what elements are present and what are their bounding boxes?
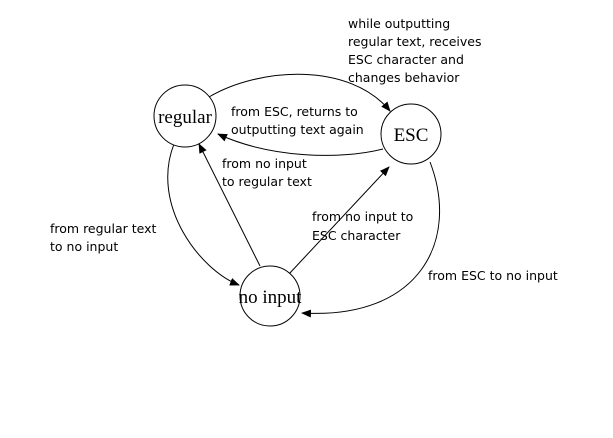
label-no-input-to-regular-line: from no input	[222, 156, 307, 171]
edge-no-input-to-esc	[288, 166, 390, 275]
label-no-input-to-esc-line: from no input to	[312, 209, 413, 224]
edge-no-input-to-regular	[198, 143, 261, 267]
label-regular-to-no-input-line: to no input	[50, 239, 118, 254]
state-esc: ESC	[380, 103, 442, 165]
label-esc-to-no-input: from ESC to no input	[428, 268, 558, 283]
label-no-input-to-regular: from no input to regular text	[222, 156, 312, 189]
edge-esc-to-regular	[217, 133, 384, 156]
label-no-input-to-regular-line: to regular text	[222, 174, 312, 189]
state-no-input-label: no input	[239, 287, 303, 308]
label-no-input-to-esc-line: ESC character	[312, 228, 401, 243]
label-regular-to-esc-line: regular text, receives	[348, 34, 481, 49]
label-esc-to-no-input-line: from ESC to no input	[428, 268, 558, 283]
label-regular-to-esc-line: ESC character and	[348, 52, 464, 67]
edge-regular-to-no-input	[167, 143, 240, 286]
label-esc-to-regular-line: outputting text again	[231, 122, 364, 137]
state-regular: regular	[153, 84, 217, 148]
label-esc-to-regular: from ESC, returns to outputting text aga…	[231, 104, 364, 137]
state-regular-label: regular	[158, 107, 212, 128]
label-regular-to-esc-line: changes behavior	[348, 70, 460, 85]
state-no-input: no input	[239, 265, 303, 327]
label-no-input-to-esc: from no input to ESC character	[312, 209, 417, 243]
label-esc-to-regular-line: from ESC, returns to	[231, 104, 358, 119]
label-regular-to-esc-line: while outputting	[348, 16, 450, 31]
label-regular-to-no-input: from regular text to no input	[50, 221, 160, 254]
label-regular-to-esc: while outputting regular text, receives …	[348, 16, 485, 85]
state-esc-label: ESC	[394, 125, 429, 146]
edge-esc-to-no-input	[301, 161, 441, 318]
label-regular-to-no-input-line: from regular text	[50, 221, 156, 236]
edge-regular-to-esc	[208, 73, 391, 112]
